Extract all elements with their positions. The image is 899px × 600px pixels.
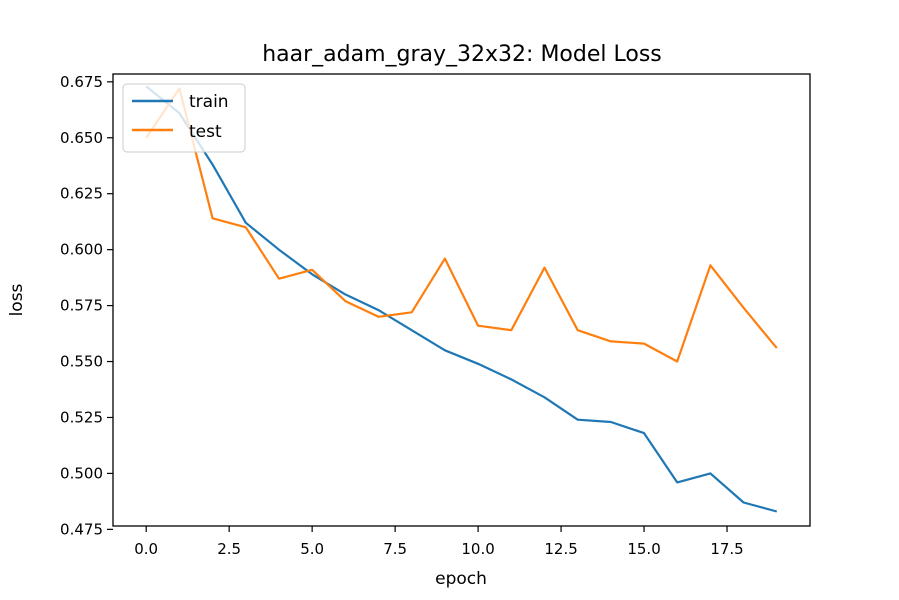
x-tick-label: 5.0: [300, 540, 324, 558]
y-tick-label: 0.600: [60, 241, 103, 259]
legend: train test: [122, 83, 246, 153]
x-tick-label: 0.0: [134, 540, 158, 558]
y-tick-label: 0.650: [60, 129, 103, 147]
y-tick-label: 0.500: [60, 464, 103, 482]
x-axis-label: epoch: [435, 569, 487, 589]
chart-title: haar_adam_gray_32x32: Model Loss: [262, 42, 662, 67]
y-axis-label: loss: [7, 283, 27, 316]
y-tick-label: 0.525: [60, 408, 103, 426]
y-tick-label: 0.475: [60, 520, 103, 538]
x-tick-label: 7.5: [383, 540, 407, 558]
series-layer: [145, 85, 778, 513]
legend-label-test: test: [189, 122, 222, 142]
y-axis-ticks: 0.475 0.500 0.525 0.550 0.575 0.600 0.625 0.650…: [60, 73, 113, 538]
y-tick-label: 0.550: [60, 353, 103, 371]
x-tick-label: 10.0: [461, 540, 494, 558]
series-line-test: [145, 87, 778, 363]
x-tick-label: 12.5: [544, 540, 577, 558]
x-tick-label: 2.5: [217, 540, 241, 558]
y-tick-label: 0.625: [60, 185, 103, 203]
legend-label-train: train: [189, 92, 229, 112]
x-tick-label: 17.5: [710, 540, 743, 558]
x-tick-label: 15.0: [627, 540, 660, 558]
y-tick-label: 0.575: [60, 297, 103, 315]
x-axis-ticks: 0.0 2.5 5.0 7.5 10.0 12.5 15.0 17.5: [134, 526, 744, 558]
series-line-train: [145, 85, 778, 513]
y-tick-label: 0.675: [60, 73, 103, 91]
